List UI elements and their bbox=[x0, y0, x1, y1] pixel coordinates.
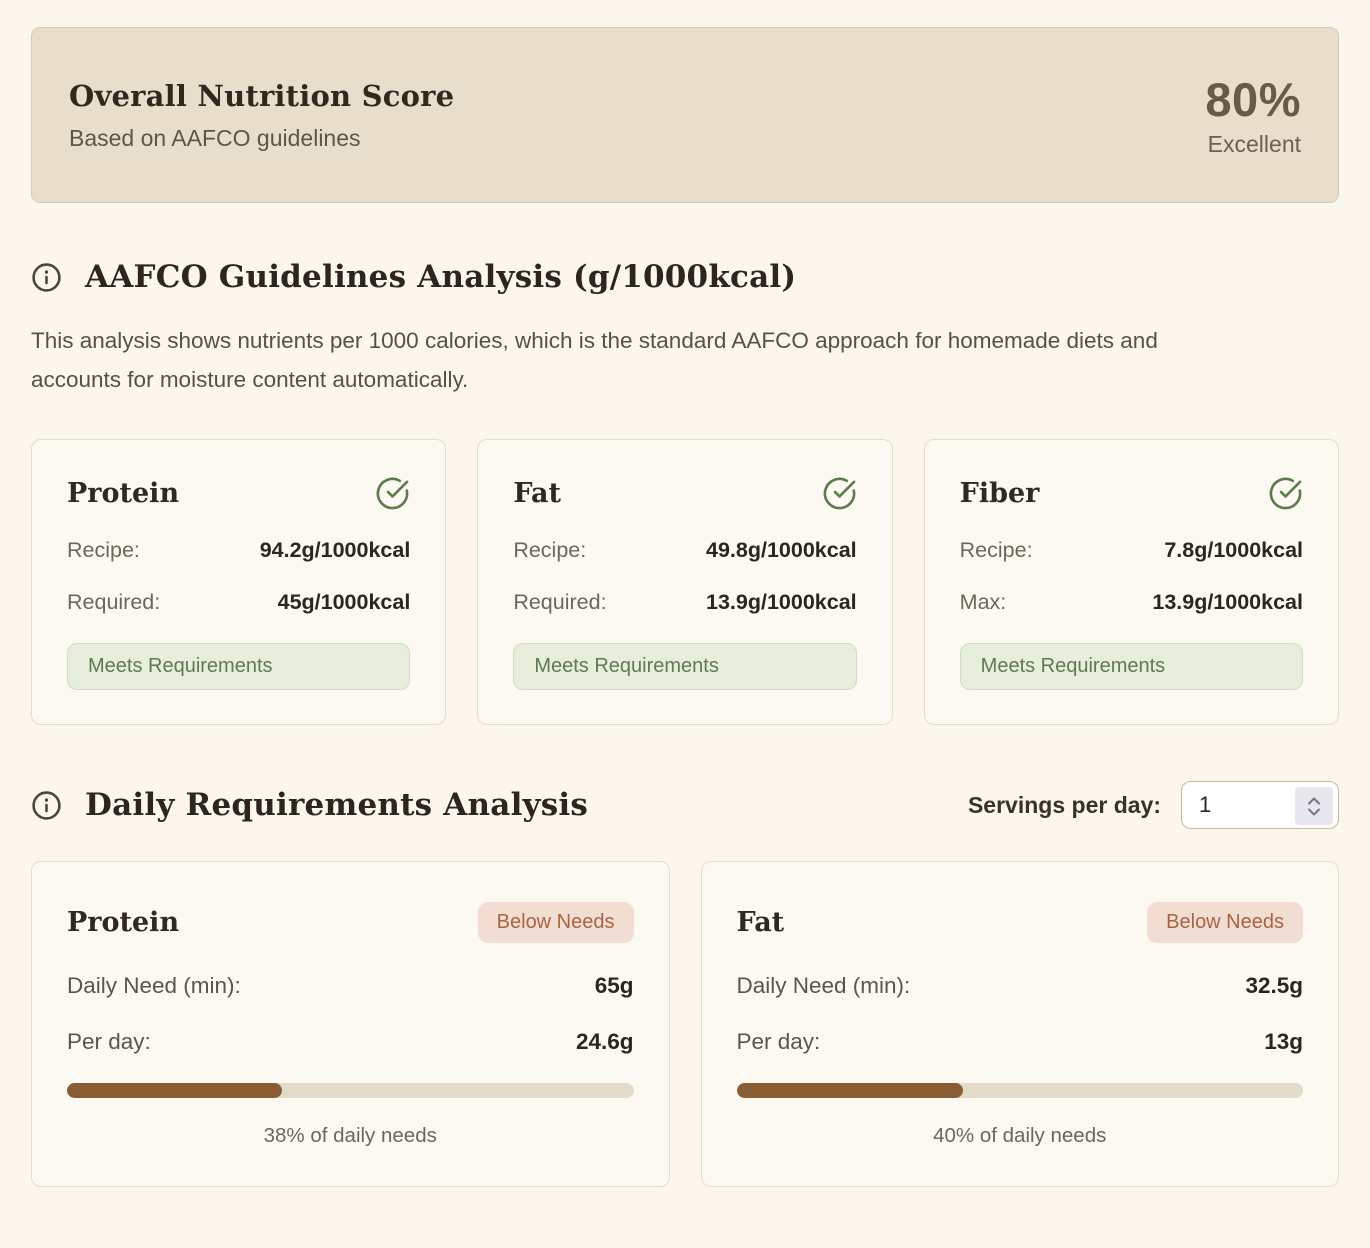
daily-card-protein: Protein Below Needs Daily Need (min): 65… bbox=[31, 861, 670, 1188]
aafco-card-protein: Protein Recipe: 94.2g/1000kcal Required:… bbox=[31, 439, 447, 726]
score-rating: Excellent bbox=[1207, 131, 1301, 157]
row-value: 13g bbox=[1264, 1029, 1303, 1055]
row-label: Required: bbox=[513, 590, 607, 615]
score-subtitle: Based on AAFCO guidelines bbox=[69, 124, 361, 151]
status-badge: Meets Requirements bbox=[67, 643, 411, 691]
chevron-up-icon bbox=[1308, 797, 1320, 805]
score-card-right: 80% Excellent bbox=[1205, 72, 1301, 158]
aafco-section-title: AAFCO Guidelines Analysis (g/1000kcal) bbox=[85, 259, 797, 295]
aafco-section-header: AAFCO Guidelines Analysis (g/1000kcal) bbox=[31, 259, 1339, 295]
row-value: 13.9g/1000kcal bbox=[1152, 590, 1303, 615]
daily-need-row: Daily Need (min): 32.5g bbox=[737, 973, 1304, 999]
aafco-cards-grid: Protein Recipe: 94.2g/1000kcal Required:… bbox=[31, 439, 1339, 726]
overall-score-card: Overall Nutrition Score Based on AAFCO g… bbox=[31, 27, 1339, 203]
daily-cards-grid: Protein Below Needs Daily Need (min): 65… bbox=[31, 861, 1339, 1188]
daily-section-title: Daily Requirements Analysis bbox=[85, 787, 589, 824]
row-label: Per day: bbox=[736, 1029, 821, 1055]
daily-card-fat: Fat Below Needs Daily Need (min): 32.5g … bbox=[700, 861, 1339, 1188]
row-label: Recipe: bbox=[959, 538, 1033, 563]
per-day-row: Per day: 24.6g bbox=[67, 1029, 634, 1055]
row-value: 65g bbox=[594, 973, 634, 999]
score-card-left: Overall Nutrition Score Based on AAFCO g… bbox=[69, 79, 454, 152]
row-label: Daily Need (min): bbox=[736, 973, 911, 999]
recipe-row: Recipe: 94.2g/1000kcal bbox=[67, 538, 410, 563]
row-value: 24.6g bbox=[575, 1029, 634, 1055]
aafco-card-fiber: Fiber Recipe: 7.8g/1000kcal Max: 13.9g/1… bbox=[923, 439, 1339, 726]
required-row: Required: 13.9g/1000kcal bbox=[513, 590, 856, 615]
chevron-down-icon bbox=[1308, 808, 1320, 816]
info-icon bbox=[31, 262, 62, 293]
row-label: Recipe: bbox=[513, 538, 587, 563]
row-value: 94.2g/1000kcal bbox=[259, 538, 411, 563]
card-header: Fat bbox=[513, 476, 857, 511]
card-header: Protein bbox=[67, 476, 410, 511]
nutrient-name: Fiber bbox=[959, 478, 1040, 510]
card-header: Fiber bbox=[959, 476, 1303, 511]
servings-stepper[interactable] bbox=[1295, 787, 1333, 826]
progress-bar-track bbox=[736, 1083, 1303, 1099]
aafco-description: This analysis shows nutrients per 1000 c… bbox=[31, 328, 1158, 393]
check-circle-icon bbox=[375, 476, 410, 511]
daily-section-header: Daily Requirements Analysis Servings per… bbox=[31, 781, 1339, 830]
check-circle-icon bbox=[822, 476, 857, 511]
nutrient-name: Fat bbox=[513, 478, 561, 510]
recipe-row: Recipe: 7.8g/1000kcal bbox=[960, 538, 1303, 563]
status-badge: Meets Requirements bbox=[959, 643, 1303, 691]
progress-caption: 38% of daily needs bbox=[263, 1124, 437, 1148]
row-label: Recipe: bbox=[67, 538, 140, 563]
recipe-row: Recipe: 49.8g/1000kcal bbox=[513, 538, 856, 563]
nutrient-name: Fat bbox=[736, 907, 785, 939]
card-header: Protein Below Needs bbox=[67, 902, 634, 944]
row-label: Required: bbox=[67, 590, 161, 615]
nutrient-name: Protein bbox=[67, 907, 180, 939]
score-value: 80% bbox=[1205, 73, 1301, 126]
max-row: Max: 13.9g/1000kcal bbox=[960, 590, 1303, 615]
servings-value-field[interactable] bbox=[1182, 792, 1282, 819]
card-header: Fat Below Needs bbox=[736, 902, 1303, 944]
progress-caption: 40% of daily needs bbox=[933, 1124, 1107, 1148]
row-value: 7.8g/1000kcal bbox=[1164, 538, 1303, 563]
row-value: 49.8g/1000kcal bbox=[706, 538, 857, 563]
status-badge: Meets Requirements bbox=[513, 643, 857, 691]
nutrient-name: Protein bbox=[67, 478, 180, 510]
row-label: Daily Need (min): bbox=[67, 973, 241, 999]
below-needs-badge: Below Needs bbox=[477, 902, 634, 944]
servings-control: Servings per day: bbox=[967, 781, 1339, 830]
daily-header-left: Daily Requirements Analysis bbox=[31, 787, 588, 823]
row-value: 32.5g bbox=[1245, 973, 1303, 999]
row-value: 13.9g/1000kcal bbox=[706, 590, 857, 615]
check-circle-icon bbox=[1268, 476, 1303, 511]
progress-bar-track bbox=[67, 1083, 634, 1099]
progress-bar-fill bbox=[736, 1083, 964, 1099]
progress-bar-fill bbox=[67, 1083, 283, 1099]
servings-input[interactable] bbox=[1181, 781, 1339, 830]
row-label: Per day: bbox=[67, 1029, 151, 1055]
required-row: Required: 45g/1000kcal bbox=[67, 590, 410, 615]
below-needs-badge: Below Needs bbox=[1147, 902, 1303, 944]
info-icon bbox=[31, 790, 62, 821]
servings-label: Servings per day: bbox=[967, 791, 1161, 818]
row-value: 45g/1000kcal bbox=[277, 590, 411, 615]
row-label: Max: bbox=[959, 590, 1007, 615]
nutrition-analysis-page: Overall Nutrition Score Based on AAFCO g… bbox=[31, 27, 1339, 1188]
per-day-row: Per day: 13g bbox=[737, 1029, 1304, 1055]
aafco-card-fat: Fat Recipe: 49.8g/1000kcal Required: 13.… bbox=[477, 439, 893, 726]
daily-need-row: Daily Need (min): 65g bbox=[67, 973, 634, 999]
score-title: Overall Nutrition Score bbox=[69, 78, 455, 113]
